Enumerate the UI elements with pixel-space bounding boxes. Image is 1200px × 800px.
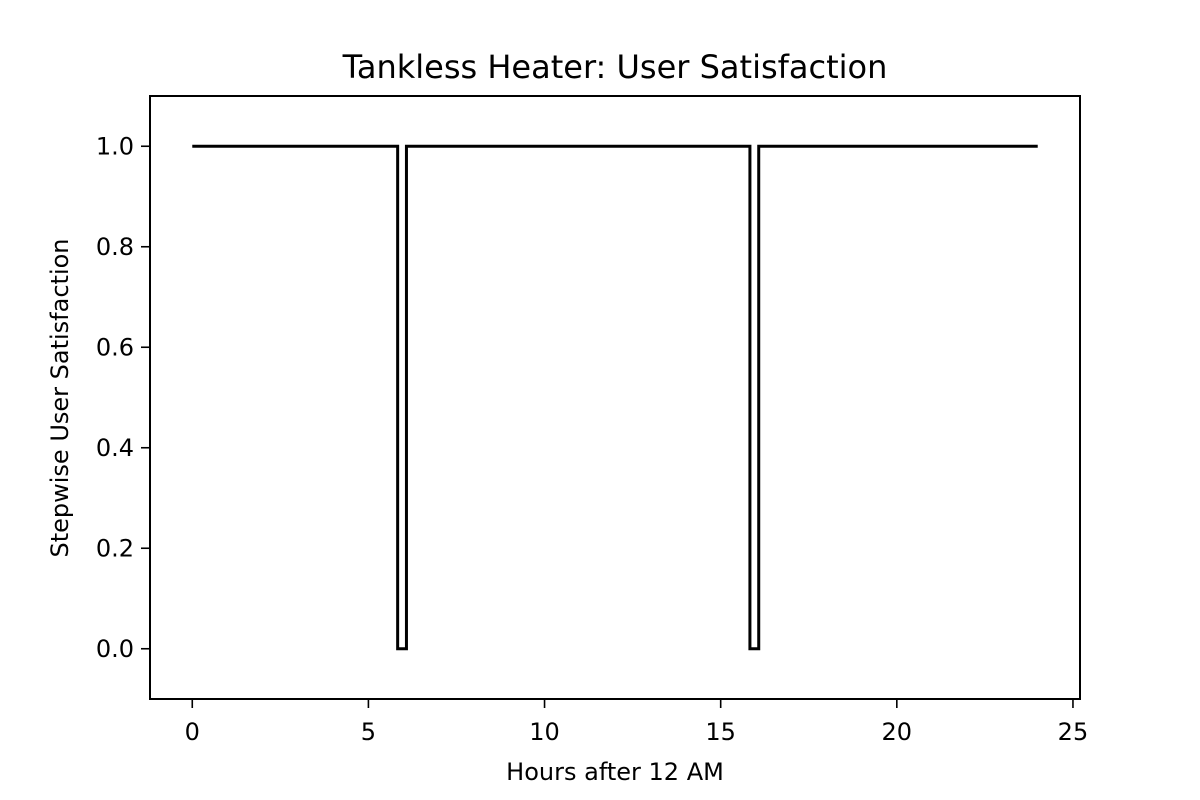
y-tick-label: 0.6 bbox=[96, 333, 134, 361]
x-tick-label: 10 bbox=[529, 718, 560, 746]
y-tick-label: 0.0 bbox=[96, 635, 134, 663]
series-line bbox=[192, 144, 1038, 651]
x-axis: 0 5 10 15 20 25 bbox=[185, 699, 1089, 746]
y-axis-label: Stepwise User Satisfaction bbox=[46, 238, 74, 557]
x-axis-label: Hours after 12 AM bbox=[506, 758, 724, 786]
x-tick-label: 15 bbox=[705, 718, 736, 746]
y-tick-label: 0.4 bbox=[96, 434, 134, 462]
plot-area bbox=[192, 144, 1038, 651]
x-tick-label: 0 bbox=[185, 718, 200, 746]
x-tick-label: 5 bbox=[361, 718, 376, 746]
plot-frame bbox=[149, 95, 1081, 700]
y-tick-label: 1.0 bbox=[96, 132, 134, 160]
chart-title: Tankless Heater: User Satisfaction bbox=[342, 48, 888, 86]
y-tick-label: 0.2 bbox=[96, 534, 134, 562]
y-tick-label: 0.8 bbox=[96, 233, 134, 261]
x-tick-label: 20 bbox=[882, 718, 913, 746]
y-axis: 0.0 0.2 0.4 0.6 0.8 1.0 bbox=[96, 132, 150, 663]
x-tick-label: 25 bbox=[1058, 718, 1089, 746]
